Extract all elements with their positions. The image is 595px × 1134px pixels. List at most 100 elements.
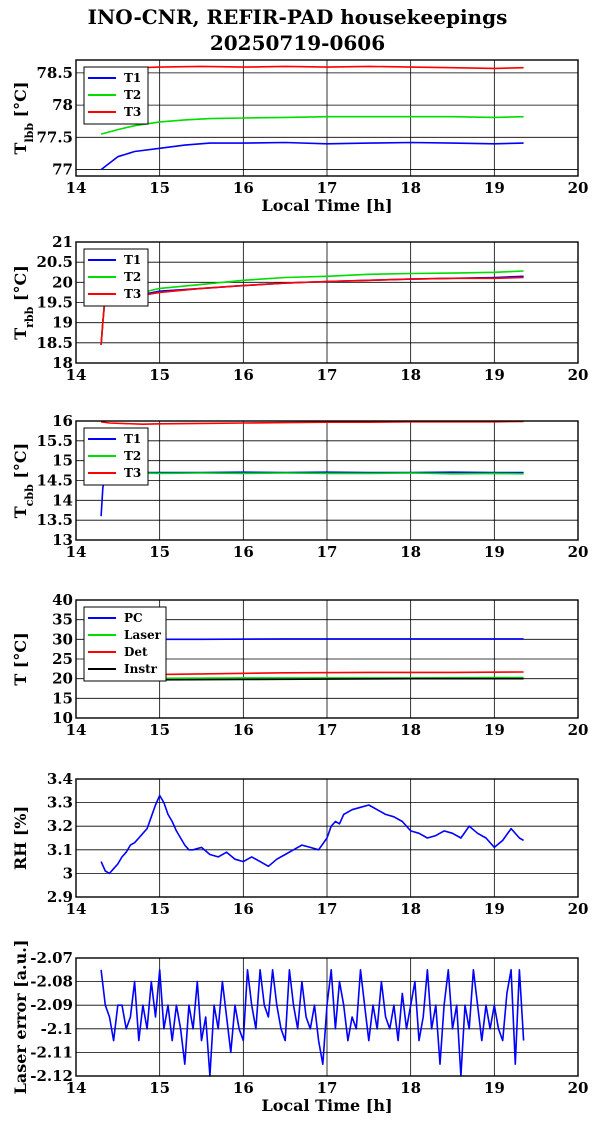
x-tick-label: 16 bbox=[233, 543, 254, 561]
x-tick-label: 19 bbox=[484, 900, 505, 918]
y-tick-label: 35 bbox=[52, 611, 73, 629]
x-tick-label: 15 bbox=[149, 721, 170, 739]
legend-label: Det bbox=[124, 645, 148, 659]
x-tick-label: 20 bbox=[568, 179, 589, 197]
legend-label: T3 bbox=[124, 287, 141, 301]
y-tick-label: -2.09 bbox=[30, 996, 73, 1014]
plot-frame bbox=[75, 420, 579, 541]
x-tick-label: 17 bbox=[317, 1079, 338, 1097]
x-tick-label: 14 bbox=[66, 366, 87, 384]
plot-frame bbox=[75, 241, 579, 364]
x-tick-label: 19 bbox=[484, 543, 505, 561]
x-tick-label: 16 bbox=[233, 179, 254, 197]
y-tick-label: 19 bbox=[52, 314, 73, 332]
x-axis-label: Local Time [h] bbox=[261, 1096, 392, 1115]
y-axis-label: RH [%] bbox=[11, 806, 30, 870]
series-line-t2 bbox=[100, 115, 524, 135]
x-tick-label: 15 bbox=[149, 1079, 170, 1097]
y-tick-label: 30 bbox=[52, 630, 73, 648]
plot-frame bbox=[75, 59, 579, 177]
x-tick-label: 15 bbox=[149, 179, 170, 197]
series-line-t3 bbox=[100, 420, 524, 426]
chart-2: 14 15 16 17 18 19 20 18 18.5 19 19.5 20 20.5 21 T1 T2 T3… bbox=[11, 233, 588, 384]
x-tick-label: 20 bbox=[568, 366, 589, 384]
legend: T1 T2 T3 bbox=[83, 248, 149, 307]
x-tick-label: 20 bbox=[568, 900, 589, 918]
y-tick-label: 18.5 bbox=[36, 334, 73, 352]
series-line-t1 bbox=[100, 141, 524, 171]
x-tick-label: 17 bbox=[317, 366, 338, 384]
x-tick-label: 20 bbox=[568, 721, 589, 739]
legend-label: Laser bbox=[124, 628, 162, 642]
y-tick-label: -2.07 bbox=[30, 949, 73, 967]
plot-frame bbox=[75, 599, 579, 719]
y-axis-label: Laser error [a.u.] bbox=[11, 940, 30, 1095]
x-tick-label: 15 bbox=[149, 900, 170, 918]
x-tick-label: 19 bbox=[484, 1079, 505, 1097]
y-tick-label: -2.11 bbox=[30, 1043, 73, 1061]
y-tick-label: 10 bbox=[52, 709, 73, 727]
series-line-data bbox=[100, 968, 525, 1077]
x-tick-label: 14 bbox=[66, 1079, 87, 1097]
legend-label: T2 bbox=[124, 449, 141, 463]
x-tick-label: 19 bbox=[484, 179, 505, 197]
legend-label: T2 bbox=[124, 270, 141, 284]
y-tick-label: 15 bbox=[52, 689, 73, 707]
figure-title-line1: INO-CNR, REFIR-PAD housekeepings bbox=[87, 5, 508, 29]
x-tick-label: 16 bbox=[233, 721, 254, 739]
legend: PC Laser Det Instr bbox=[83, 606, 167, 682]
y-tick-label: 20.5 bbox=[36, 253, 73, 271]
y-tick-label: 18 bbox=[52, 354, 73, 372]
x-tick-label: 18 bbox=[400, 179, 421, 197]
y-tick-label: 21 bbox=[52, 233, 73, 251]
legend-label: PC bbox=[124, 611, 143, 625]
y-tick-label: 13.5 bbox=[36, 511, 73, 529]
series-line-t1 bbox=[100, 275, 524, 345]
y-tick-label: 3.2 bbox=[47, 817, 73, 835]
legend: T1 T2 T3 bbox=[83, 66, 149, 125]
series-line-t3 bbox=[138, 65, 524, 70]
x-tick-label: 18 bbox=[400, 721, 421, 739]
y-axis-label: Trbb [°C] bbox=[11, 265, 36, 340]
y-tick-label: 14.5 bbox=[36, 472, 73, 490]
x-tick-label: 14 bbox=[66, 721, 87, 739]
y-tick-label: -2.12 bbox=[30, 1067, 73, 1085]
y-tick-label: 19.5 bbox=[36, 294, 73, 312]
chart-6: 14 15 16 17 18 19 20 -2.12 -2.11 -2.1 -2.09 -2.08 -2… bbox=[11, 940, 588, 1115]
y-tick-label: 77.5 bbox=[36, 128, 73, 146]
figure-title: INO-CNR, REFIR-PAD housekeepings 2025071… bbox=[0, 4, 595, 56]
y-tick-label: -2.08 bbox=[30, 973, 73, 991]
plot-frame bbox=[75, 778, 579, 898]
y-tick-label: 15.5 bbox=[36, 432, 73, 450]
x-tick-label: 17 bbox=[317, 179, 338, 197]
y-axis-label: T [°C] bbox=[11, 632, 30, 685]
series-line-t2 bbox=[103, 471, 524, 479]
y-tick-label: 40 bbox=[52, 591, 73, 609]
y-tick-label: 20 bbox=[52, 273, 73, 291]
series-line-data bbox=[100, 794, 524, 875]
y-tick-label: 77 bbox=[52, 161, 73, 179]
y-tick-label: 3.3 bbox=[47, 794, 73, 812]
x-tick-label: 18 bbox=[400, 1079, 421, 1097]
x-tick-label: 17 bbox=[317, 900, 338, 918]
chart-5: 14 15 16 17 18 19 20 2.9 3 3.1 3.2 3.3 3.4 RH [%] bbox=[11, 770, 588, 918]
y-axis-label: Tlbb [°C] bbox=[11, 82, 36, 155]
legend-label: T1 bbox=[124, 432, 141, 446]
x-tick-label: 16 bbox=[233, 366, 254, 384]
y-tick-label: 16 bbox=[52, 412, 73, 430]
chart-1: 14 15 16 17 18 19 20 77 77.5 78 78.5 T1 T2 T3 Tlbb [°C… bbox=[11, 59, 589, 215]
chart-3: 14 15 16 17 18 19 201313.51414.51515.516T1T2T3… bbox=[11, 412, 588, 561]
plot-frame bbox=[75, 957, 579, 1077]
x-tick-label: 14 bbox=[66, 900, 87, 918]
x-tick-label: 18 bbox=[400, 543, 421, 561]
x-tick-label: 19 bbox=[484, 721, 505, 739]
y-tick-label: 25 bbox=[52, 650, 73, 668]
x-axis-label: Local Time [h] bbox=[261, 196, 392, 215]
y-tick-label: 13 bbox=[52, 531, 73, 549]
x-tick-label: 15 bbox=[149, 366, 170, 384]
legend-label: T3 bbox=[124, 105, 141, 119]
y-tick-label: 78.5 bbox=[36, 64, 73, 82]
y-tick-label: 14 bbox=[52, 491, 73, 509]
x-tick-label: 18 bbox=[400, 366, 421, 384]
x-tick-label: 18 bbox=[400, 900, 421, 918]
